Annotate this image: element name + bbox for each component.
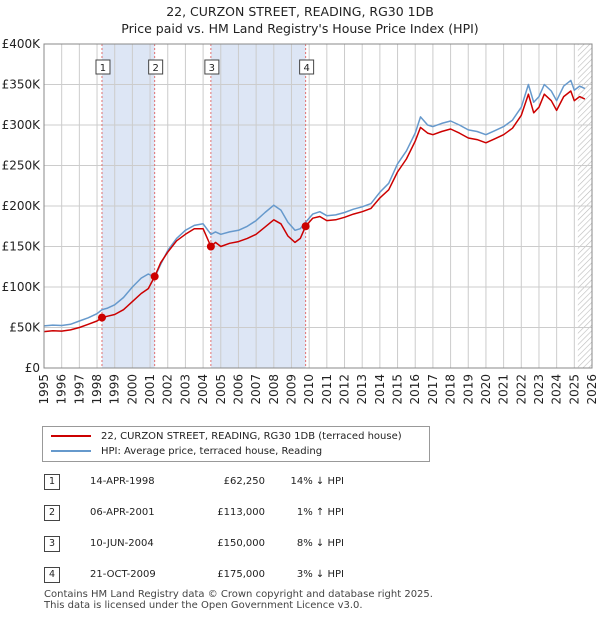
footer-note: Contains HM Land Registry data © Crown c… [44,589,433,611]
y-tick-label: £350K [2,78,42,92]
sale-label-number: 2 [152,63,158,74]
x-tick-label: 2023 [532,374,546,405]
y-tick-label: £100K [2,280,42,294]
legend-item-price: 22, CURZON STREET, READING, RG30 1DB (te… [51,430,402,444]
plot-border [43,43,593,369]
table-row: 3 10-JUN-2004 £150,000 8% ↓ HPI [44,536,444,552]
y-tick-label: £200K [2,199,42,213]
legend: 22, CURZON STREET, READING, RG30 1DB (te… [42,426,430,462]
sale-date: 21-OCT-2009 [90,569,156,580]
legend-swatch-hpi [51,450,91,452]
x-tick-label: 2011 [320,374,334,405]
table-row: 1 14-APR-1998 £62,250 14% ↓ HPI [44,474,444,490]
sale-hpi-diff: 1% ↑ HPI [296,507,344,518]
x-tick-label: 1999 [108,374,122,405]
x-tick-label: 1998 [90,374,104,405]
sale-price: £150,000 [217,538,265,549]
x-tick-label: 2010 [302,374,316,405]
sale-date: 06-APR-2001 [90,507,155,518]
x-tick-label: 2002 [161,374,175,405]
sale-price: £175,000 [217,569,265,580]
sale-hpi-diff: 14% ↓ HPI [290,476,344,487]
y-tick-label: £300K [2,118,42,132]
sale-label-box [95,59,111,75]
chart-title: 22, CURZON STREET, READING, RG30 1DB [166,4,434,19]
sale-price: £113,000 [217,507,265,518]
legend-label-price: 22, CURZON STREET, READING, RG30 1DB (te… [101,431,402,442]
sale-label-box [299,59,315,75]
x-tick-label: 2014 [373,374,387,405]
x-tick-label: 2003 [178,374,192,405]
x-tick-label: 2019 [461,374,475,405]
x-tick-label: 2024 [550,374,564,405]
sale-hpi-diff: 3% ↓ HPI [296,569,344,580]
y-tick-label: £50K [9,321,41,335]
sale-number: 1 [44,474,60,490]
y-tick-label: £400K [2,37,42,51]
sale-number: 3 [44,536,60,552]
chart-subtitle: Price paid vs. HM Land Registry's House … [121,21,479,36]
legend-label-hpi: HPI: Average price, terraced house, Read… [101,446,323,457]
hpi-line [43,79,586,327]
y-tick-label: £0 [25,361,40,375]
legend-item-hpi: HPI: Average price, terraced house, Read… [51,445,322,459]
x-tick-label: 2015 [391,374,405,405]
sale-point [97,313,106,322]
sale-date: 10-JUN-2004 [90,538,154,549]
x-tick-label: 2021 [497,374,511,405]
sale-price: £62,250 [223,476,265,487]
x-tick-label: 2006 [231,374,245,405]
table-row: 4 21-OCT-2009 £175,000 3% ↓ HPI [44,567,444,583]
sale-point [206,242,215,251]
y-tick-label: £250K [2,159,42,173]
x-tick-label: 2000 [125,374,139,405]
footer-licence: This data is licensed under the Open Gov… [44,600,363,611]
sale-number: 4 [44,567,60,583]
x-tick-label: 1997 [72,374,86,405]
x-tick-label: 1996 [55,374,69,405]
sale-number: 2 [44,505,60,521]
x-tick-label: 2013 [355,374,369,405]
x-tick-label: 2005 [214,374,228,405]
x-tick-label: 2001 [143,374,157,405]
x-tick-label: 2016 [408,374,422,405]
footer-copyright: Contains HM Land Registry data © Crown c… [44,589,433,600]
x-tick-label: 2012 [338,374,352,405]
y-tick-label: £150K [2,240,42,254]
x-tick-label: 2008 [267,374,281,405]
sale-hpi-diff: 8% ↓ HPI [296,538,344,549]
x-tick-label: 2026 [585,374,599,405]
sale-label-box [204,59,220,75]
x-tick-label: 2020 [479,374,493,405]
sale-point [301,222,310,231]
sale-point [150,272,159,281]
x-tick-label: 1995 [37,374,51,405]
x-tick-label: 2018 [444,374,458,405]
x-tick-label: 2009 [284,374,298,405]
x-tick-label: 2022 [514,374,528,405]
sale-date: 14-APR-1998 [90,476,155,487]
price-paid-line [43,90,586,333]
legend-swatch-price [51,435,91,437]
x-tick-label: 2007 [249,374,263,405]
x-tick-label: 2004 [196,374,210,405]
x-tick-label: 2017 [426,374,440,405]
price-chart: £0 £50K £100K £150K £200K £250K £300K £350K £400… [2,37,599,405]
sale-label-box [148,59,164,75]
sale-label-number: 3 [209,63,215,74]
sale-label-number: 1 [100,63,106,74]
x-tick-label: 2025 [567,374,581,405]
sale-label-number: 4 [303,63,309,74]
table-row: 2 06-APR-2001 £113,000 1% ↑ HPI [44,505,444,521]
